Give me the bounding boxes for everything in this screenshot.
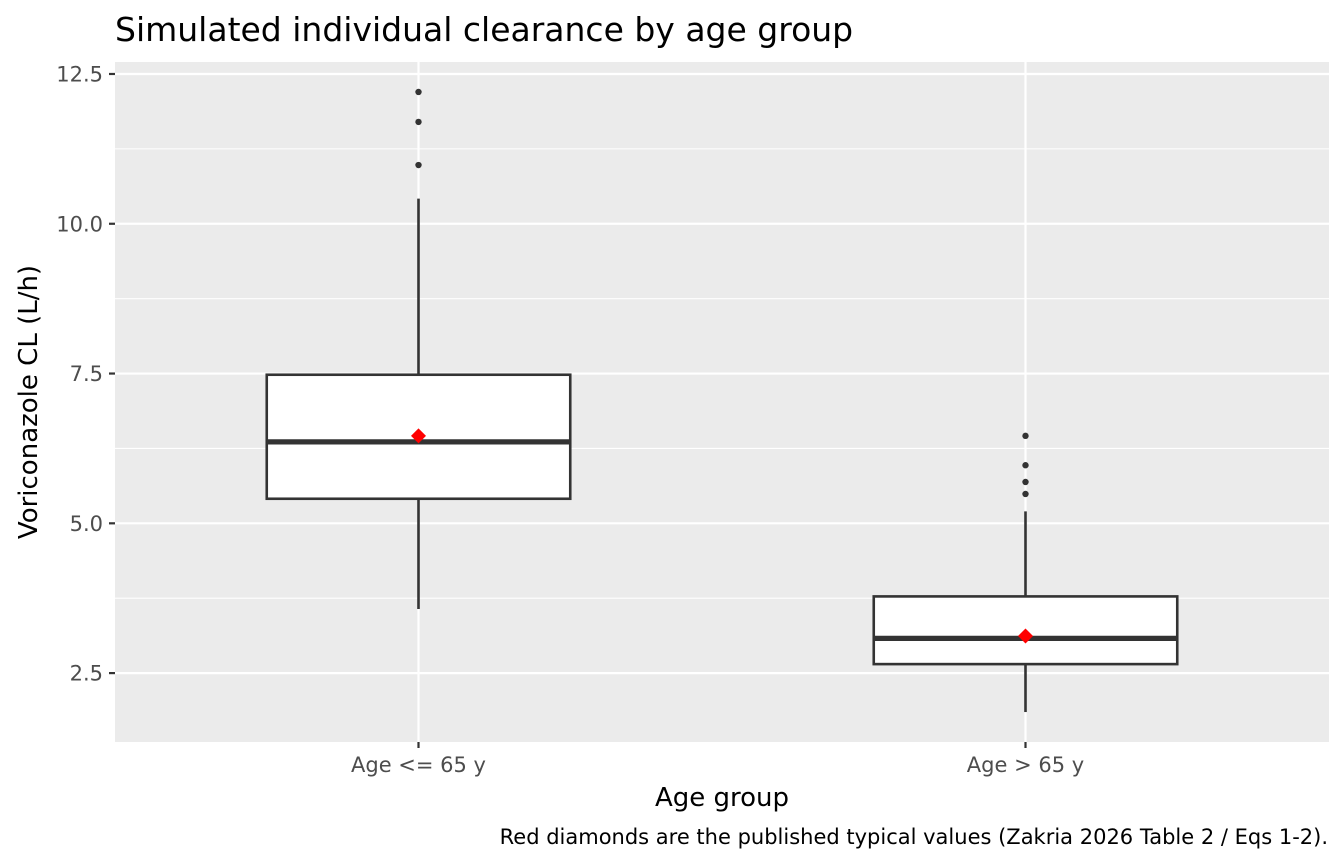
y-tick-label: 5.0 <box>70 512 103 536</box>
y-axis: 2.5 5.0 7.5 10.0 12.5 <box>56 62 115 686</box>
y-tick-label: 2.5 <box>70 662 103 686</box>
y-tick-label: 12.5 <box>56 62 103 86</box>
boxplot-group <box>872 432 1179 713</box>
outlier-point <box>1022 462 1029 469</box>
typical-value-diamond <box>411 428 426 444</box>
x-tick-label: Age <= 65 y <box>351 753 486 777</box>
x-axis-title: Age group <box>655 783 789 813</box>
boxplot-group <box>265 88 572 609</box>
outlier-point <box>415 118 422 126</box>
y-tick-label: 10.0 <box>56 212 103 236</box>
boxplots <box>265 88 1179 713</box>
y-tick-label: 7.5 <box>70 362 103 386</box>
outlier-point <box>415 88 422 96</box>
outlier-point <box>1022 478 1029 486</box>
x-axis: Age <= 65 y Age > 65 y <box>351 742 1084 777</box>
chart-title: Simulated individual clearance by age gr… <box>115 10 853 49</box>
x-tick-label: Age > 65 y <box>967 753 1084 777</box>
outlier-point <box>1022 490 1029 498</box>
typical-value-diamond <box>1018 628 1033 644</box>
outlier-point <box>1022 432 1029 440</box>
outlier-point <box>415 161 422 169</box>
chart-caption: Red diamonds are the published typical v… <box>500 825 1328 849</box>
y-axis-title: Voriconazole CL (L/h) <box>14 265 44 539</box>
